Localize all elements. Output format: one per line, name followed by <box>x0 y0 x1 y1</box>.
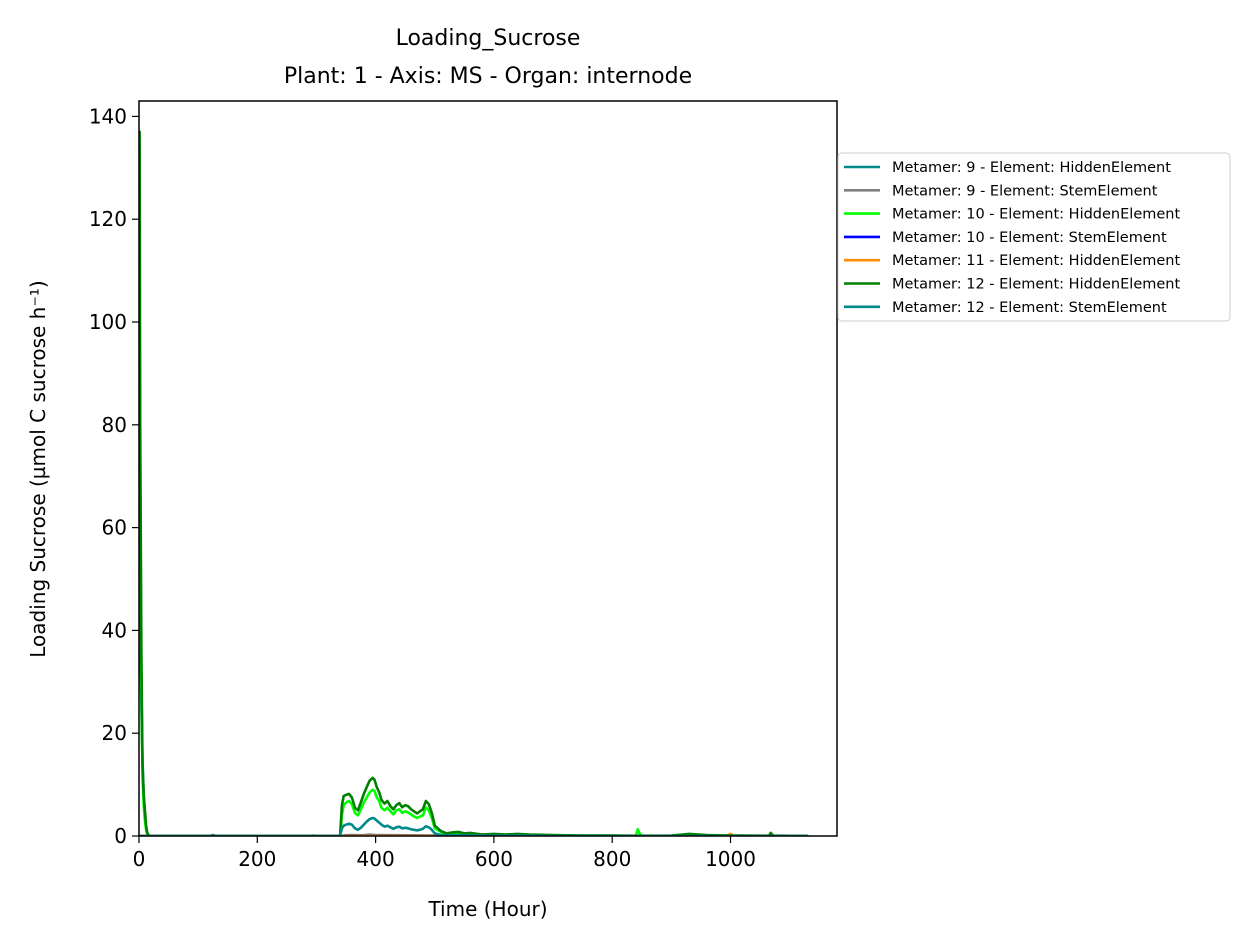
legend-label: Metamer: 12 - Element: HiddenElement <box>892 277 1180 293</box>
y-tick-label: 100 <box>89 310 127 334</box>
x-tick-label: 1000 <box>705 847 756 871</box>
plot-frame <box>138 100 838 837</box>
series-line-6 <box>139 130 809 836</box>
y-tick-label: 140 <box>89 104 127 128</box>
chart-subtitle: Plant: 1 - Axis: MS - Organ: internode <box>284 64 692 89</box>
chart-title: Loading_Sucrose <box>396 26 581 51</box>
y-tick-label: 80 <box>102 413 127 437</box>
x-tick-label: 600 <box>475 847 513 871</box>
y-axis-label: Loading Sucrose (µmol C sucrose h⁻¹) <box>26 280 50 657</box>
y-tick-label: 0 <box>114 824 127 848</box>
x-tick-label: 800 <box>593 847 631 871</box>
series-line-3 <box>139 217 809 836</box>
x-axis-label: Time (Hour) <box>427 897 547 921</box>
y-tick-label: 40 <box>102 618 127 642</box>
legend-label: Metamer: 9 - Element: StemElement <box>892 183 1158 199</box>
x-tick-label: 400 <box>357 847 395 871</box>
series-line-1 <box>139 526 318 836</box>
legend-label: Metamer: 9 - Element: HiddenElement <box>892 160 1171 176</box>
legend: Metamer: 9 - Element: HiddenElement Metam… <box>837 152 1231 322</box>
legend-label: Metamer: 11 - Element: HiddenElement <box>892 253 1180 269</box>
x-axis: 0 200 400 600 800 1000 <box>133 836 756 871</box>
legend-frame <box>837 152 1231 322</box>
legend-label: Metamer: 12 - Element: StemElement <box>892 300 1167 316</box>
series-layer <box>139 130 809 836</box>
y-axis: 0 20 40 60 80 100 120 140 <box>89 104 139 848</box>
legend-label: Metamer: 10 - Element: HiddenElement <box>892 207 1180 223</box>
y-tick-label: 120 <box>89 207 127 231</box>
y-tick-label: 20 <box>102 721 127 745</box>
legend-label: Metamer: 10 - Element: StemElement <box>892 230 1167 246</box>
y-tick-label: 60 <box>102 516 127 540</box>
x-tick-label: 200 <box>238 847 276 871</box>
x-tick-label: 0 <box>133 847 146 871</box>
